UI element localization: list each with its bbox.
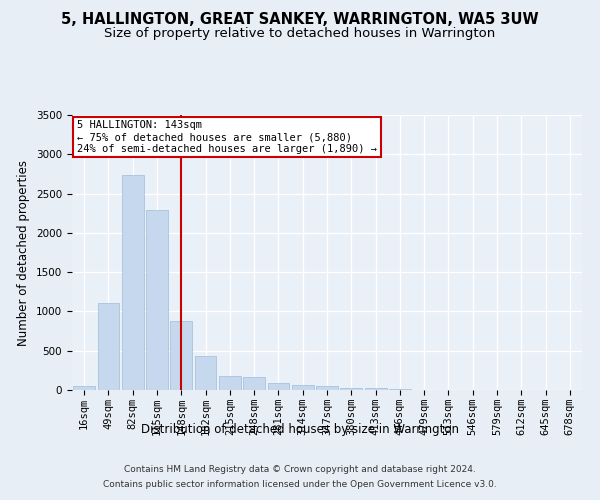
- Text: Contains HM Land Registry data © Crown copyright and database right 2024.: Contains HM Land Registry data © Crown c…: [124, 465, 476, 474]
- Bar: [219, 376, 241, 390]
- Text: 5 HALLINGTON: 143sqm
← 75% of detached houses are smaller (5,880)
24% of semi-de: 5 HALLINGTON: 143sqm ← 75% of detached h…: [77, 120, 377, 154]
- Text: Distribution of detached houses by size in Warrington: Distribution of detached houses by size …: [141, 422, 459, 436]
- Text: 5, HALLINGTON, GREAT SANKEY, WARRINGTON, WA5 3UW: 5, HALLINGTON, GREAT SANKEY, WARRINGTON,…: [61, 12, 539, 28]
- Bar: [316, 386, 338, 390]
- Y-axis label: Number of detached properties: Number of detached properties: [17, 160, 31, 346]
- Bar: [292, 386, 314, 390]
- Bar: [389, 389, 411, 390]
- Bar: [146, 210, 168, 390]
- Bar: [243, 376, 265, 390]
- Bar: [340, 388, 362, 390]
- Bar: [122, 176, 143, 390]
- Bar: [170, 321, 192, 390]
- Text: Size of property relative to detached houses in Warrington: Size of property relative to detached ho…: [104, 28, 496, 40]
- Bar: [365, 388, 386, 390]
- Bar: [73, 386, 95, 390]
- Bar: [194, 356, 217, 390]
- Bar: [97, 303, 119, 390]
- Bar: [268, 383, 289, 390]
- Text: Contains public sector information licensed under the Open Government Licence v3: Contains public sector information licen…: [103, 480, 497, 489]
